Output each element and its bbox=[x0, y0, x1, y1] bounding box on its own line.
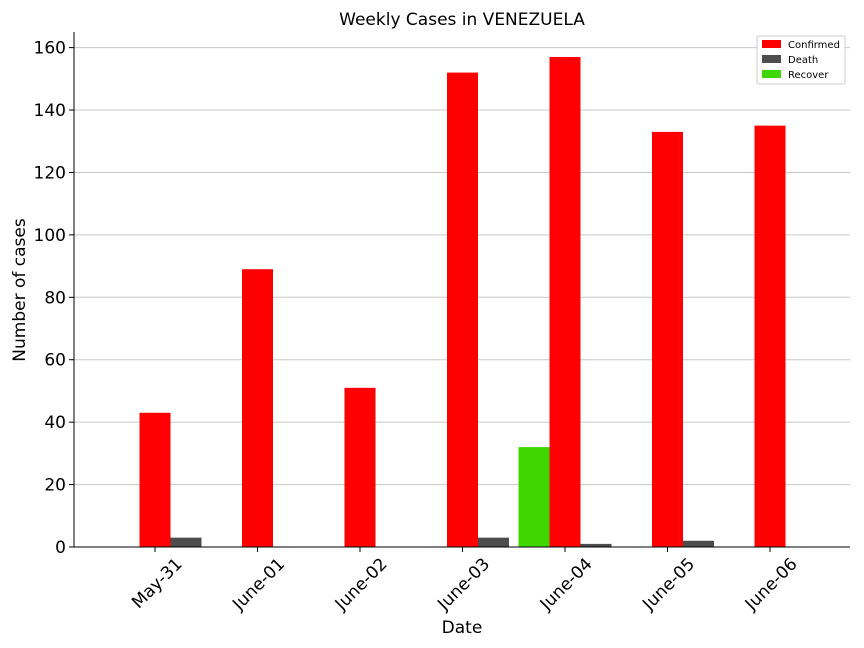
bar-death-june-03 bbox=[478, 537, 509, 547]
bar-death-june-04 bbox=[580, 543, 612, 547]
x-axis-label: Date bbox=[442, 618, 483, 638]
bar-confirmed-june-05 bbox=[652, 131, 683, 547]
legend-label-recover: Recover bbox=[788, 70, 829, 81]
bar-recover-june-04 bbox=[518, 447, 550, 547]
x-tick-label: June-01 bbox=[228, 554, 289, 615]
x-ticks: May-31 June-01 June-02 June-03 June-04 June-0… bbox=[128, 547, 802, 615]
bar-confirmed-june-01 bbox=[242, 269, 273, 547]
chart-title: Weekly Cases in VENEZUELA bbox=[339, 10, 585, 30]
bar-confirmed-june-04 bbox=[549, 56, 581, 547]
y-tick-label: 140 bbox=[34, 101, 66, 121]
x-tick-label: June-03 bbox=[433, 554, 494, 615]
legend: Confirmed Death Recover bbox=[756, 35, 846, 85]
legend-swatch-confirmed bbox=[762, 40, 781, 48]
y-tick-label: 160 bbox=[34, 39, 66, 59]
legend-label-confirmed: Confirmed bbox=[788, 40, 840, 51]
y-tick-label: 40 bbox=[44, 413, 66, 433]
legend-swatch-death bbox=[762, 55, 781, 63]
y-tick-label: 60 bbox=[44, 351, 66, 371]
bar-death-may-31 bbox=[170, 537, 202, 547]
y-tick-label: 100 bbox=[34, 226, 66, 246]
x-tick-label: June-05 bbox=[638, 554, 699, 615]
y-tick-label: 0 bbox=[55, 538, 66, 558]
y-tick-label: 120 bbox=[34, 163, 66, 183]
bars bbox=[139, 56, 786, 548]
bar-death-june-05 bbox=[683, 540, 714, 547]
bar-confirmed-june-03 bbox=[447, 72, 478, 548]
y-tick-label: 80 bbox=[44, 288, 66, 308]
legend-swatch-recover bbox=[762, 70, 781, 78]
x-tick-label: June-02 bbox=[331, 554, 392, 615]
bar-confirmed-june-02 bbox=[344, 387, 376, 547]
bar-confirmed-may-31 bbox=[139, 412, 171, 547]
legend-label-death: Death bbox=[788, 55, 818, 66]
y-tick-label: 20 bbox=[44, 476, 66, 496]
bar-confirmed-june-06 bbox=[754, 125, 786, 548]
y-ticks: 0 20 40 60 80 100 120 140 160 bbox=[34, 39, 74, 558]
y-axis-label: Number of cases bbox=[10, 218, 30, 362]
x-tick-label: May-31 bbox=[128, 554, 186, 612]
x-tick-label: June-04 bbox=[536, 554, 597, 615]
x-tick-label: June-06 bbox=[741, 554, 802, 615]
